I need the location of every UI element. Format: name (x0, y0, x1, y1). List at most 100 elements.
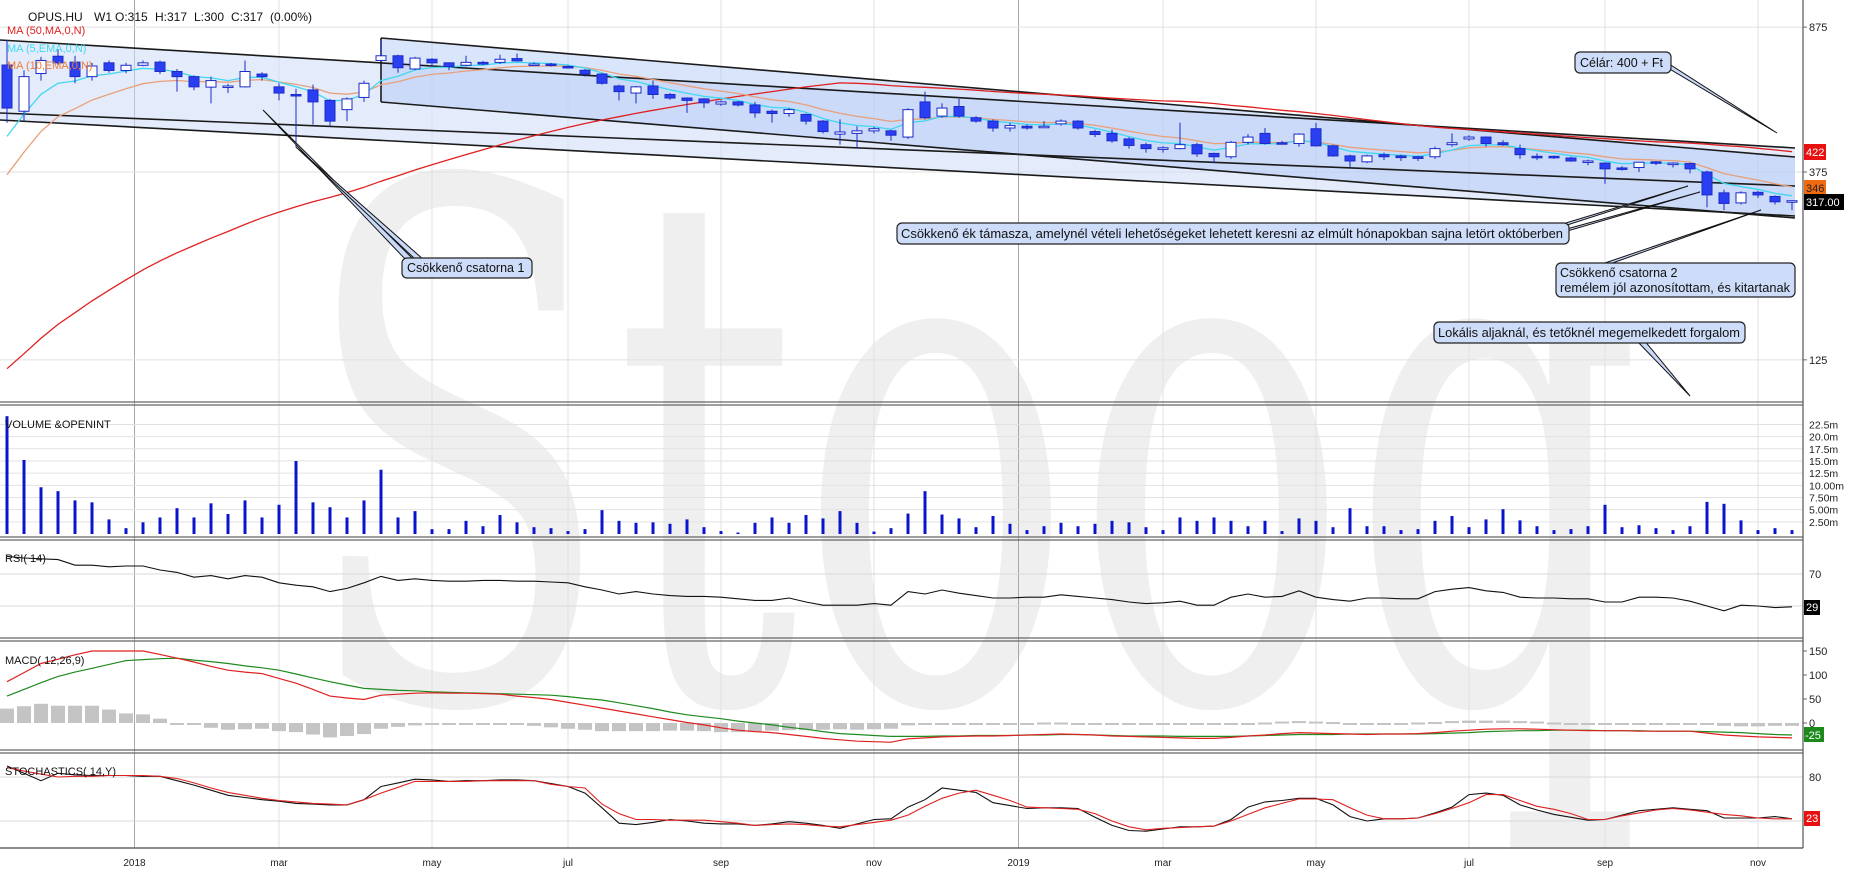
volume-bar (1093, 523, 1097, 534)
volume-bar (1127, 522, 1131, 534)
macd-histogram-bar (476, 723, 490, 725)
stoch-last-tag: 23 (1804, 811, 1820, 826)
volume-bar (532, 527, 536, 534)
volume-bar (1059, 522, 1063, 534)
volume-bar (209, 503, 213, 534)
macd-histogram-bar (629, 723, 643, 732)
macd-histogram-bar (1360, 723, 1374, 725)
volume-bars (5, 416, 1794, 534)
up-candle (1055, 120, 1067, 125)
macd-histogram-bar (1275, 721, 1289, 724)
macd-histogram-bar (833, 723, 847, 730)
macd-histogram-bar (1071, 723, 1085, 725)
volume-bar (141, 522, 145, 534)
down-candle (1514, 148, 1526, 156)
volume-bar (22, 460, 26, 534)
volume-bar (855, 522, 859, 534)
down-candle (1684, 163, 1696, 170)
volume-bar (243, 500, 247, 534)
macd-histogram-bar (1241, 723, 1255, 725)
ma50-last-tag: 422 (1804, 144, 1826, 160)
macd-histogram-bar (1513, 721, 1527, 724)
volume-bar (753, 522, 757, 534)
volume-bar (1331, 527, 1335, 534)
down-candle (69, 61, 81, 78)
macd-histogram-bar (408, 723, 422, 726)
ema10-last-tag: 346 (1804, 180, 1826, 195)
up-candle (358, 82, 370, 98)
macd-histogram-bar (1734, 723, 1748, 727)
macd-histogram-bar (1037, 722, 1051, 725)
up-candle (1446, 142, 1458, 146)
volume-bar (56, 491, 60, 534)
macd-histogram-bar (1700, 723, 1714, 725)
x-axis-label: jul (562, 858, 573, 869)
down-candle (103, 62, 115, 71)
ema5-line (6, 61, 1793, 197)
volume-axis-label: 15.0m (1809, 456, 1838, 468)
volume-bar (634, 522, 638, 534)
change-value: (0.00%) (270, 10, 312, 24)
volume-bar (991, 515, 995, 534)
volume-bar (1484, 519, 1488, 534)
channel-1-fill (0, 40, 1795, 216)
volume-bar (1654, 528, 1658, 534)
volume-axis-label: 17.5m (1809, 444, 1838, 456)
up-candle (868, 128, 880, 132)
volume-bar (175, 508, 179, 534)
target-callout-pointer (1656, 61, 1778, 134)
down-candle (562, 65, 574, 69)
volume-bar (90, 502, 94, 534)
down-candle (324, 99, 336, 122)
down-candle (1259, 132, 1271, 145)
macd-histogram-bar (1768, 723, 1782, 726)
volume-axis-label: 12.5m (1809, 468, 1838, 480)
macd-histogram-bar (663, 723, 677, 731)
macd-histogram-bar (1717, 723, 1731, 726)
volume-bar (600, 510, 604, 534)
up-candle (1667, 162, 1679, 166)
volume-bar (1246, 526, 1250, 534)
down-candle (1701, 171, 1713, 196)
macd-histogram-bar (1224, 723, 1238, 725)
down-candle (953, 106, 965, 117)
up-candle (783, 109, 795, 114)
volume-bar (107, 519, 111, 534)
volume-axis-label: 10.00m (1809, 480, 1844, 492)
up-candle (1463, 136, 1475, 140)
down-candle (681, 97, 693, 101)
rsi-pane-title: RSI( 14) (5, 553, 46, 565)
down-candle (919, 101, 931, 119)
volume-bar (957, 518, 961, 534)
macd-histogram-bar (1530, 721, 1544, 724)
volume-bar (498, 515, 502, 534)
x-axis-label: mar (270, 858, 288, 869)
volume-bar (413, 511, 417, 534)
volume-bar (1008, 523, 1012, 534)
volume-bar (906, 513, 910, 534)
down-candle (613, 85, 625, 93)
volume-bar (1501, 509, 1505, 534)
macd-histogram-bar (1054, 722, 1068, 725)
svg-text:-25: -25 (1805, 730, 1821, 742)
down-candle (1599, 162, 1611, 170)
up-candle (1157, 147, 1169, 150)
macd-histogram-bar (1598, 723, 1612, 725)
down-candle (273, 86, 285, 94)
up-candle (375, 55, 387, 61)
volume-bar (294, 460, 298, 534)
target-callout-text: Célár: 400 + Ft (1580, 56, 1664, 70)
down-candle (885, 130, 897, 136)
macd-histogram-bar (306, 723, 320, 735)
down-candle (1412, 156, 1424, 159)
down-candle (647, 85, 659, 96)
volume-bar (1773, 528, 1777, 534)
up-candle (936, 107, 948, 117)
volume-bar (1535, 526, 1539, 534)
down-candle (290, 94, 302, 97)
down-candle (749, 104, 761, 114)
macd-histogram-bar (1632, 723, 1646, 725)
macd-histogram-bar (782, 723, 796, 731)
price-axis-label: 125 (1809, 355, 1827, 367)
